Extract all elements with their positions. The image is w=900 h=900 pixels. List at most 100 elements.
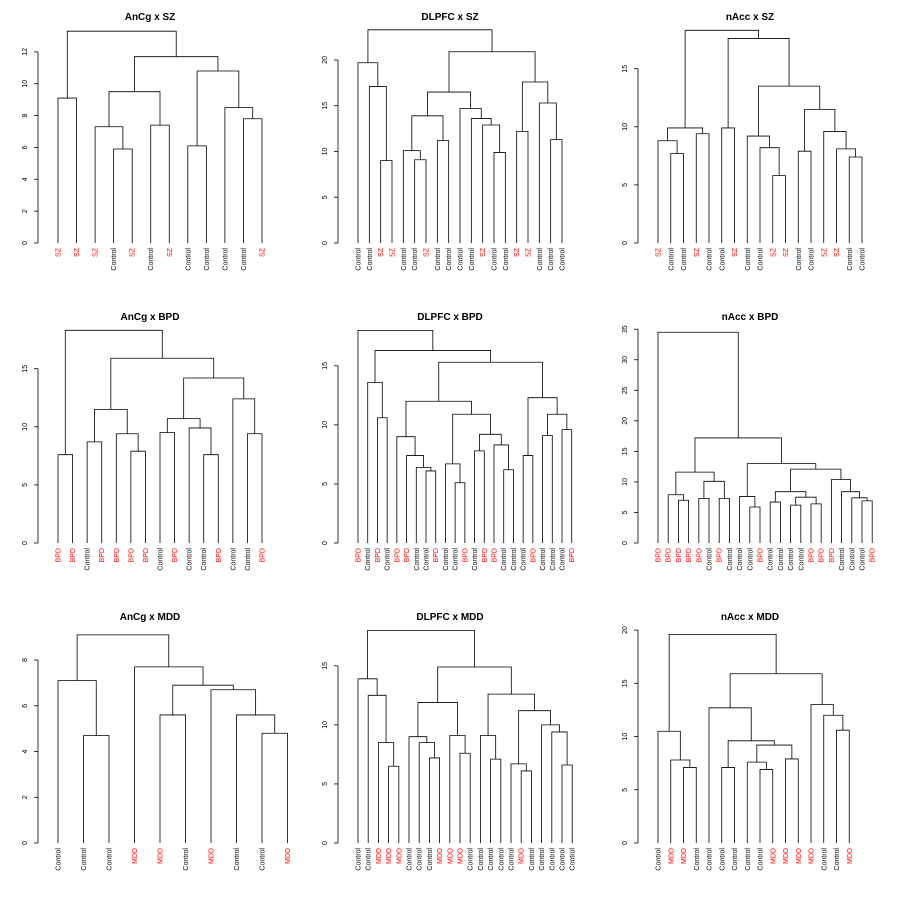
merge-branch [459,752,471,843]
merge-branch [405,400,472,437]
leaf-label: BPD [492,548,499,562]
merge-branch [746,135,770,243]
leaf-label: SZ [56,247,63,257]
merge-branch [367,381,383,543]
y-tick-label: 5 [622,788,629,792]
y-tick-label: 6 [22,704,29,708]
merge-branch [110,357,215,410]
leaf-label: Control [798,548,805,571]
leaf-label: BPD [404,548,411,562]
leaf-label: MDD [158,848,165,864]
merge-branch [210,689,257,843]
merge-branch [746,463,817,497]
leaf-label: Control [56,848,63,871]
leaf-label: BPD [260,548,267,562]
y-tick-label: 0 [622,841,629,845]
merge-branch [188,427,212,543]
leaf-label: Control [539,848,546,871]
merge-branch [727,38,790,128]
leaf-label: Control [417,848,424,871]
leaf-label: Control [768,548,775,571]
merge-branch [166,418,201,433]
leaf-label: BPD [482,548,489,562]
leaf-label: Control [365,548,372,571]
merge-branch [538,102,557,243]
y-tick-label: 15 [322,662,329,670]
leaf-label: Control [414,548,421,571]
merge-branch [694,437,782,473]
leaf-label: Control [719,848,726,871]
merge-branch [698,498,710,543]
leaf-label: Control [107,848,114,871]
merge-branch [408,736,428,843]
leaf-label: Control [498,848,505,871]
leaf-label: BPD [819,548,826,562]
leaf-label: SZ [821,247,828,257]
leaf-label: SZ [480,247,487,257]
leaf-label: SZ [770,247,777,257]
merge-branch [115,433,139,543]
dendrogram-plot: 0 5 10 15 20 Control MDD MDD Control Control Contr… [622,626,854,871]
leaf-label: Control [839,548,846,571]
leaf-label: MDD [447,848,454,864]
leaf-label: SZ [378,247,385,257]
merge-branch [541,724,560,843]
merge-branch [721,127,735,243]
merge-branch [667,494,684,543]
leaf-label: BPD [114,548,121,562]
y-tick-label: 5 [322,195,329,199]
dendrogram-plot: 0 2 4 6 8 10 12 SZ SZ SZ Control SZ Control SZ Control… [22,30,267,271]
merge-branch [503,469,514,543]
leaf-label: SZ [526,247,533,257]
merge-branch [236,714,276,843]
leaf-label: MDD [783,848,790,864]
leaf-label: MDD [681,848,688,864]
leaf-label: BPD [676,548,683,562]
leaf-label: MDD [796,848,803,864]
merge-branch [418,742,435,843]
merge-branch [388,765,400,843]
merge-branch [429,757,440,843]
y-tick-label: 2 [22,209,29,213]
merge-branch [367,694,387,843]
leaf-label: Control [469,248,476,271]
y-tick-label: 20 [622,626,629,634]
leaf-label: BPD [717,548,724,562]
panel-ancg-mdd: AnCg x MDD 0 2 4 6 8 Control Control Control MDD… [0,600,300,900]
leaf-label: SZ [783,247,790,257]
merge-branch [150,124,170,243]
leaf-label: SZ [514,247,521,257]
leaf-label: Control [222,248,229,271]
merge-branch [367,629,475,679]
y-tick-label: 0 [322,841,329,845]
leaf-label: SZ [93,247,100,257]
leaf-label: BPD [56,548,63,562]
y-tick-label: 10 [622,733,629,741]
leaf-label: Control [488,848,495,871]
leaf-label: MDD [847,848,854,864]
merge-branch [411,115,444,151]
merge-branch [66,30,177,99]
leaf-label: MDD [519,848,526,864]
merge-branch [357,329,434,543]
panel-dlpfc-mdd: DLPFC x MDD 0 5 10 15 Control Control MDD MDD MD… [300,600,600,900]
y-tick-label: 5 [622,183,629,187]
merge-branch [527,397,558,456]
merge-branch [721,767,735,843]
merge-branch [203,454,219,543]
merge-branch [678,499,689,543]
merge-branch [521,81,549,132]
merge-branch [406,455,424,543]
merge-branch [86,441,103,543]
y-tick-label: 10 [22,80,29,88]
merge-branch [516,130,529,243]
merge-branch [108,91,161,127]
leaf-label: Control [511,548,518,571]
panel-title: nAcc x BPD [721,312,779,323]
y-tick-label: 4 [22,177,29,181]
y-tick-label: 5 [322,482,329,486]
leaf-label: Control [796,248,803,271]
merge-branch [459,108,482,243]
leaf-label: Control [187,548,194,571]
